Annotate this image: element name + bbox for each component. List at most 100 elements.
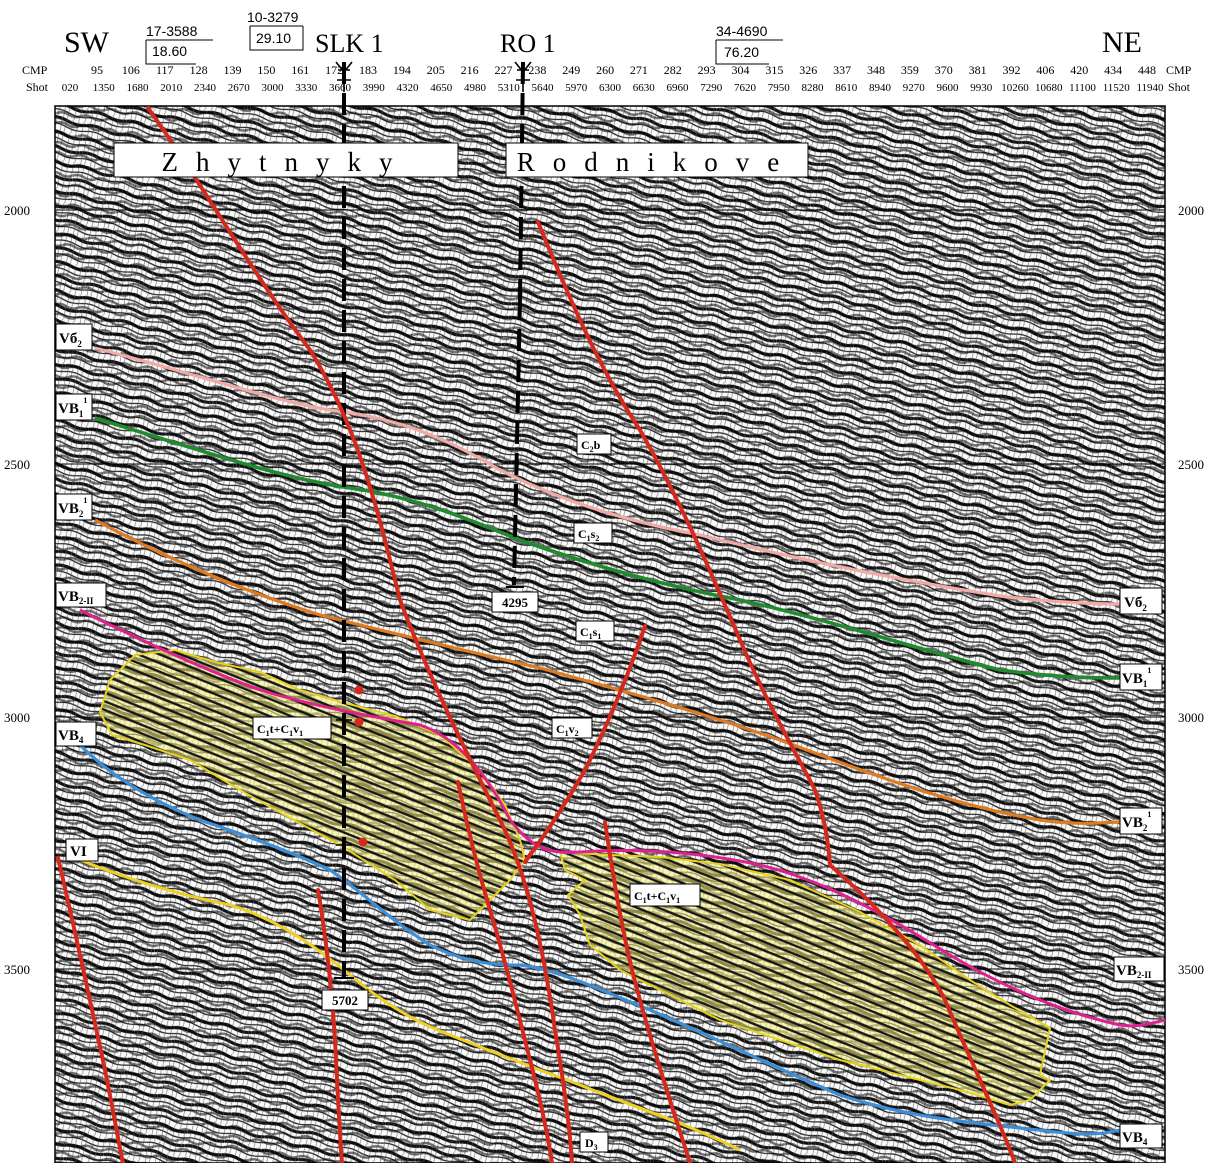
svg-text:5702: 5702 [332,993,358,1008]
svg-text:VB4: VB4 [58,728,84,745]
cmp-tick-label: 216 [461,63,479,77]
shot-tick-label: 2010 [160,82,183,94]
sw-label: SW [64,26,110,59]
cmp-tick-label: 282 [664,63,682,77]
svg-text:C1t+C1v1: C1t+C1v1 [634,889,680,905]
shot-tick-label: 5970 [565,82,588,94]
shot-tick-label: 1680 [127,82,150,94]
shot-label-right: Shot [1168,80,1191,94]
area-label-zhytnyky: Zhytnyky [113,142,459,178]
horizon-vb2ii-magenta [79,608,1166,1028]
shot-tick-label: 1350 [93,82,116,94]
cmp-tick-label: 106 [122,63,140,77]
svg-text:C1s1: C1s1 [580,625,601,641]
time-tick-2500-left: 2500 [4,457,30,472]
cmp-tick-label: 370 [935,63,953,77]
well-slk1-name: SLK 1 [315,29,384,58]
cmp-tick-label: 238 [528,63,546,77]
svg-text:17-3588: 17-3588 [146,23,198,39]
svg-text:34-4690: 34-4690 [716,23,768,39]
cmp-tick-label: 205 [427,63,445,77]
strat-label-d3: D3 [579,1131,609,1153]
cmp-tick-label: 95 [91,63,103,77]
well-slk1-track [334,61,368,979]
cmp-tick-label: 249 [562,63,580,77]
cmp-tick-label: 381 [969,63,987,77]
cmp-tick-label: 420 [1070,63,1088,77]
well-17-3588: 17-3588 18.60 [145,23,213,65]
well-ro1-name: RO 1 [500,29,556,58]
shot-tick-label: 9930 [970,82,993,94]
cmp-tick-label: 359 [901,63,919,77]
time-axis-left: 2000 2500 3000 3500 2000 2500 3000 3500 [4,203,1204,977]
svg-text:Zhytnyky: Zhytnyky [162,147,411,177]
cmp-label-right: CMP [1166,63,1192,77]
cmp-tick-label: 434 [1104,63,1122,77]
svg-text:Rodnikove: Rodnikove [517,147,798,177]
horizon-vb4-blue [78,743,1121,1136]
shot-tick-label: 3660 [329,82,352,94]
time-tick-3500-left: 3500 [4,962,30,977]
shot-tick-label: 4650 [430,82,453,94]
shot-tick-label: 7620 [734,82,757,94]
cmp-tick-label: 448 [1138,63,1156,77]
shot-tick-label: 2340 [194,82,217,94]
shot-tick-label: 6300 [599,82,622,94]
well-test-point [354,685,364,695]
fault-7 [56,856,125,1165]
strat-label-c2b: C2b [576,433,612,455]
horizon-label-vb2-right: Vб2 [1119,587,1163,615]
shot-tick-label: 3000 [262,82,285,94]
svg-text:10-3279: 10-3279 [247,9,299,25]
cmp-tick-label: 139 [223,63,241,77]
svg-text:VI: VI [70,844,87,860]
shot-tick-label: 5640 [532,82,555,94]
time-tick-3000-right: 3000 [1178,710,1204,725]
cmp-label-left: CMP [22,63,48,77]
cmp-tick-label: 304 [732,63,750,77]
time-tick-3500-right: 3500 [1178,962,1204,977]
cmp-tick-label: 271 [630,63,648,77]
well-10-3279: 10-3279 29.10 [247,9,304,51]
horizon-vb2-orange [94,518,1121,825]
horizon-label-vb1-right: VB11 [1119,663,1163,691]
shot-tick-label: 11520 [1103,82,1131,94]
shot-tick-label: 10260 [1001,82,1029,94]
time-tick-2000-right: 2000 [1178,203,1204,218]
svg-text:VB4: VB4 [1122,1130,1148,1147]
area-label-rodnikove: Rodnikove [505,142,809,178]
strat-label-c1s1: C1s1 [575,620,615,642]
horizon-vb2-pink [94,346,1121,606]
shot-tick-label: 9270 [903,82,926,94]
cmp-tick-label: 348 [867,63,885,77]
svg-text:VB21: VB21 [58,496,87,519]
horizon-label-vb2-top-left: Vб2 [55,323,93,351]
cmp-tick-label: 337 [833,63,851,77]
well-slk1-depth: 5702 [321,989,369,1011]
cmp-tick-label: 392 [1003,63,1021,77]
horizon-label-vb4-right: VB4 [1119,1123,1163,1149]
well-test-point [354,717,364,727]
cmp-tick-label: 150 [257,63,275,77]
well-34-4690: 34-4690 76.20 [715,23,783,65]
horizon-vb1-green [94,416,1121,680]
strat-label-reservoir-east: C1t+C1v1 [629,883,701,907]
svg-text:VB2-II: VB2-II [58,589,94,606]
shot-tick-label: 8610 [835,82,858,94]
well-ro1-track [506,61,532,588]
cmp-tick-label: 260 [596,63,614,77]
cmp-tick-label: 161 [291,63,309,77]
time-tick-2000-left: 2000 [4,203,30,218]
horizon-label-vb2ii-right: VB2-II [1113,956,1165,982]
svg-text:76.20: 76.20 [724,44,759,60]
svg-text:C1v2: C1v2 [556,722,579,738]
fault-6 [316,888,344,1165]
cmp-tick-label: 326 [799,63,817,77]
shot-tick-label: 8940 [869,82,892,94]
svg-text:C1s2: C1s2 [578,527,599,543]
svg-text:VB11: VB11 [1122,666,1151,689]
shot-tick-label: 11100 [1069,82,1096,94]
fault-4 [456,780,554,1165]
